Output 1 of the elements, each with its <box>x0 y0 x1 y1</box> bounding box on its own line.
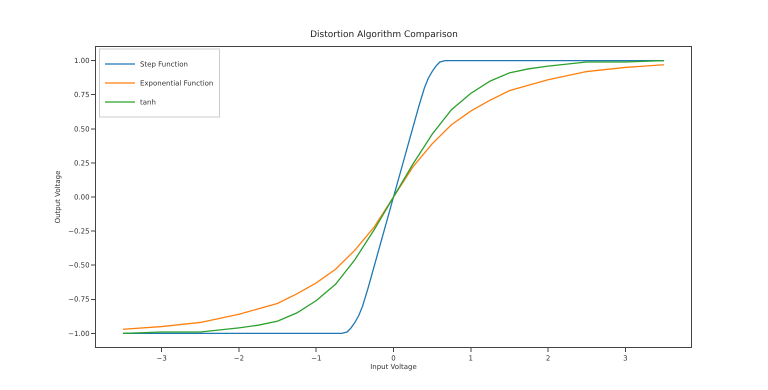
chart-title: Distortion Algorithm Comparison <box>310 30 458 40</box>
